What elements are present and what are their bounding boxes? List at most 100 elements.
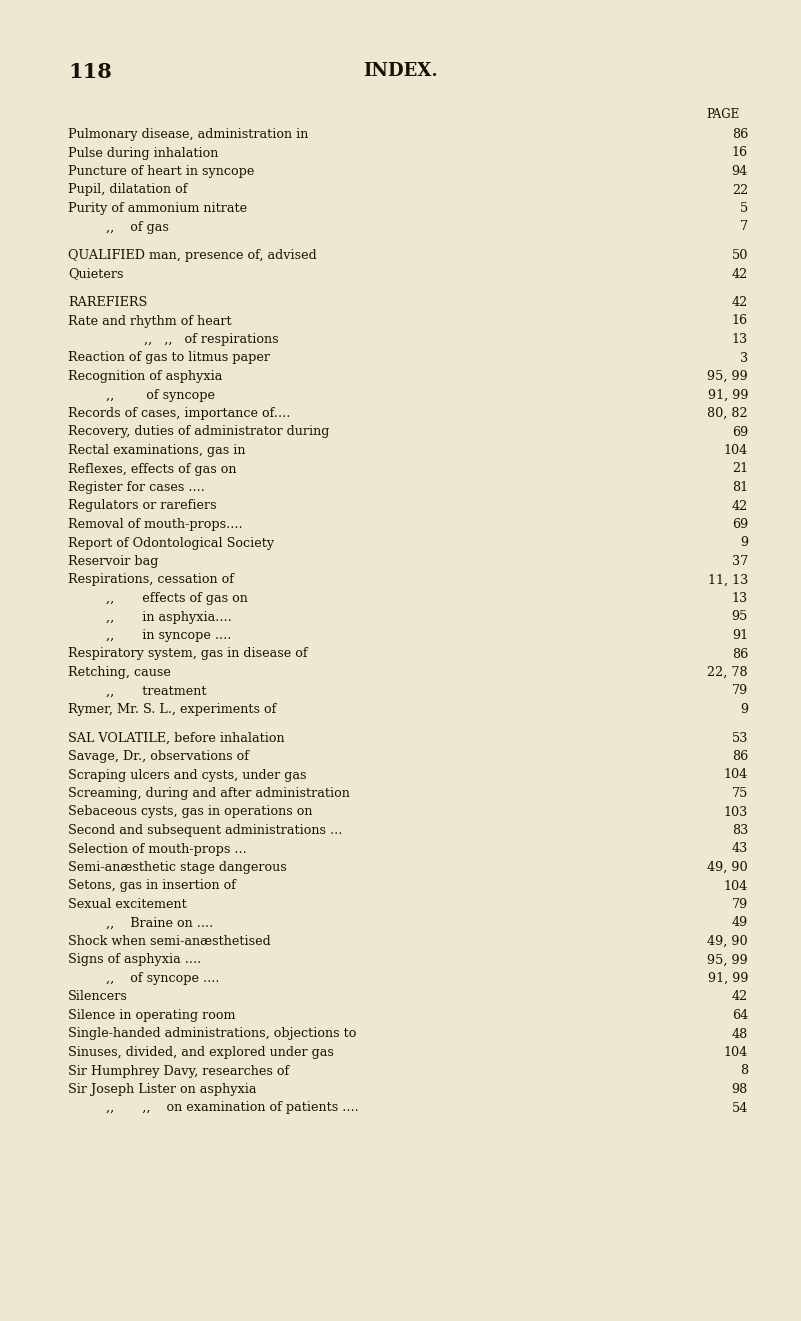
Text: Respiratory system, gas in disease of: Respiratory system, gas in disease of: [68, 647, 308, 660]
Text: 22: 22: [732, 184, 748, 197]
Text: 49: 49: [732, 917, 748, 930]
Text: Recovery, duties of administrator during: Recovery, duties of administrator during: [68, 425, 329, 439]
Text: 16: 16: [732, 314, 748, 328]
Text: 103: 103: [724, 806, 748, 819]
Text: Pupil, dilatation of: Pupil, dilatation of: [68, 184, 187, 197]
Text: 95, 99: 95, 99: [707, 954, 748, 967]
Text: 42: 42: [732, 296, 748, 309]
Text: Shock when semi-anæsthetised: Shock when semi-anæsthetised: [68, 935, 271, 948]
Text: 22, 78: 22, 78: [707, 666, 748, 679]
Text: 83: 83: [732, 824, 748, 838]
Text: 75: 75: [731, 787, 748, 801]
Text: Sinuses, divided, and explored under gas: Sinuses, divided, and explored under gas: [68, 1046, 334, 1059]
Text: RAREFIERS: RAREFIERS: [68, 296, 147, 309]
Text: Semi-anæsthetic stage dangerous: Semi-anæsthetic stage dangerous: [68, 861, 287, 875]
Text: PAGE: PAGE: [706, 108, 740, 122]
Text: 94: 94: [732, 165, 748, 178]
Text: Silence in operating room: Silence in operating room: [68, 1009, 235, 1022]
Text: Sexual excitement: Sexual excitement: [68, 898, 187, 911]
Text: Rymer, Mr. S. L., experiments of: Rymer, Mr. S. L., experiments of: [68, 703, 276, 716]
Text: 49, 90: 49, 90: [707, 861, 748, 875]
Text: Rectal examinations, gas in: Rectal examinations, gas in: [68, 444, 245, 457]
Text: Sir Humphrey Davy, researches of: Sir Humphrey Davy, researches of: [68, 1065, 289, 1078]
Text: 8: 8: [740, 1065, 748, 1078]
Text: 79: 79: [732, 898, 748, 911]
Text: 104: 104: [724, 880, 748, 893]
Text: 42: 42: [732, 499, 748, 513]
Text: Respirations, cessation of: Respirations, cessation of: [68, 573, 234, 587]
Text: Sir Joseph Lister on asphyxia: Sir Joseph Lister on asphyxia: [68, 1083, 256, 1096]
Text: Selection of mouth-props ...: Selection of mouth-props ...: [68, 843, 247, 856]
Text: 80, 82: 80, 82: [707, 407, 748, 420]
Text: 86: 86: [732, 647, 748, 660]
Text: 37: 37: [732, 555, 748, 568]
Text: SAL VOLATILE, before inhalation: SAL VOLATILE, before inhalation: [68, 732, 284, 745]
Text: Reaction of gas to litmus paper: Reaction of gas to litmus paper: [68, 351, 270, 365]
Text: Silencers: Silencers: [68, 991, 128, 1004]
Text: 9: 9: [740, 703, 748, 716]
Text: 86: 86: [732, 750, 748, 764]
Text: 9: 9: [740, 536, 748, 550]
Text: Single-handed administrations, objections to: Single-handed administrations, objection…: [68, 1028, 356, 1041]
Text: Setons, gas in insertion of: Setons, gas in insertion of: [68, 880, 236, 893]
Text: Sebaceous cysts, gas in operations on: Sebaceous cysts, gas in operations on: [68, 806, 312, 819]
Text: Regulators or rarefiers: Regulators or rarefiers: [68, 499, 216, 513]
Text: ,,    of syncope ....: ,, of syncope ....: [106, 972, 219, 985]
Text: Signs of asphyxia ....: Signs of asphyxia ....: [68, 954, 201, 967]
Text: Removal of mouth-props....: Removal of mouth-props....: [68, 518, 243, 531]
Text: 104: 104: [724, 769, 748, 782]
Text: 13: 13: [732, 333, 748, 346]
Text: 42: 42: [732, 991, 748, 1004]
Text: ,,       in syncope ....: ,, in syncope ....: [106, 629, 231, 642]
Text: 91, 99: 91, 99: [707, 972, 748, 985]
Text: 13: 13: [732, 592, 748, 605]
Text: Reflexes, effects of gas on: Reflexes, effects of gas on: [68, 462, 236, 476]
Text: 5: 5: [740, 202, 748, 215]
Text: 95: 95: [731, 610, 748, 624]
Text: 54: 54: [731, 1102, 748, 1115]
Text: 95, 99: 95, 99: [707, 370, 748, 383]
Text: Second and subsequent administrations ...: Second and subsequent administrations ..…: [68, 824, 342, 838]
Text: 16: 16: [732, 147, 748, 160]
Text: Purity of ammonium nitrate: Purity of ammonium nitrate: [68, 202, 248, 215]
Text: ,,       ,,    on examination of patients ....: ,, ,, on examination of patients ....: [106, 1102, 359, 1115]
Text: 91, 99: 91, 99: [707, 388, 748, 402]
Text: ,,    of gas: ,, of gas: [106, 221, 169, 234]
Text: ,,   ,,   of respirations: ,, ,, of respirations: [144, 333, 279, 346]
Text: 64: 64: [732, 1009, 748, 1022]
Text: 79: 79: [732, 684, 748, 697]
Text: Pulse during inhalation: Pulse during inhalation: [68, 147, 219, 160]
Text: ,,       treatment: ,, treatment: [106, 684, 207, 697]
Text: 69: 69: [732, 518, 748, 531]
Text: INDEX.: INDEX.: [363, 62, 438, 81]
Text: Savage, Dr., observations of: Savage, Dr., observations of: [68, 750, 249, 764]
Text: 43: 43: [732, 843, 748, 856]
Text: 86: 86: [732, 128, 748, 141]
Text: Rate and rhythm of heart: Rate and rhythm of heart: [68, 314, 231, 328]
Text: 104: 104: [724, 1046, 748, 1059]
Text: 3: 3: [740, 351, 748, 365]
Text: QUALIFIED man, presence of, advised: QUALIFIED man, presence of, advised: [68, 248, 316, 262]
Text: Records of cases, importance of....: Records of cases, importance of....: [68, 407, 291, 420]
Text: Report of Odontological Society: Report of Odontological Society: [68, 536, 274, 550]
Text: 42: 42: [732, 267, 748, 280]
Text: 21: 21: [732, 462, 748, 476]
Text: Puncture of heart in syncope: Puncture of heart in syncope: [68, 165, 255, 178]
Text: 53: 53: [731, 732, 748, 745]
Text: Screaming, during and after administration: Screaming, during and after administrati…: [68, 787, 350, 801]
Text: Recognition of asphyxia: Recognition of asphyxia: [68, 370, 223, 383]
Text: 7: 7: [740, 221, 748, 234]
Text: 81: 81: [732, 481, 748, 494]
Text: 50: 50: [731, 248, 748, 262]
Text: 91: 91: [732, 629, 748, 642]
Text: 118: 118: [68, 62, 112, 82]
Text: 49, 90: 49, 90: [707, 935, 748, 948]
Text: 104: 104: [724, 444, 748, 457]
Text: Reservoir bag: Reservoir bag: [68, 555, 159, 568]
Text: ,,       effects of gas on: ,, effects of gas on: [106, 592, 248, 605]
Text: Retching, cause: Retching, cause: [68, 666, 171, 679]
Text: 98: 98: [732, 1083, 748, 1096]
Text: ,,        of syncope: ,, of syncope: [106, 388, 215, 402]
Text: 69: 69: [732, 425, 748, 439]
Text: ,,       in asphyxia....: ,, in asphyxia....: [106, 610, 231, 624]
